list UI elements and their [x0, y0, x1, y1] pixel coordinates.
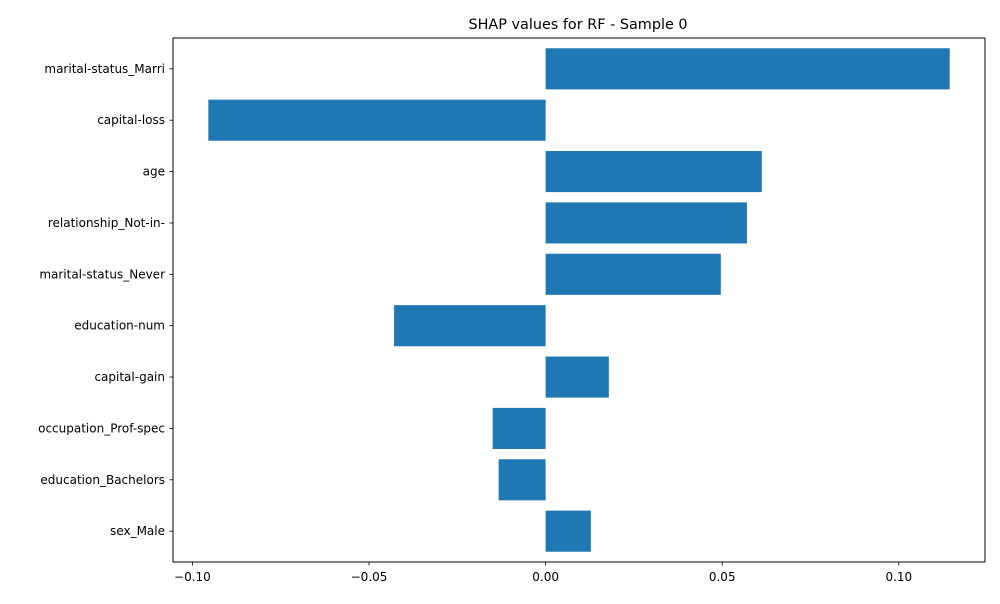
plot-frame [172, 37, 986, 563]
bar-capital-loss [208, 99, 546, 141]
x-tick-label: 0.05 [709, 570, 736, 584]
y-tick-label: sex_Male [110, 524, 165, 538]
x-axis-ticks: −0.10 −0.05 0.00 0.05 0.10 [174, 562, 912, 584]
bar-occupation_Prof-spec [492, 407, 546, 449]
y-tick-label: occupation_Prof-spec [38, 421, 165, 435]
y-tick-label: education-num [74, 319, 165, 333]
y-tick-label: relationship_Not-in- [48, 216, 165, 230]
y-axis-ticks: marital-status_Marri capital-loss age relat… [38, 62, 173, 538]
y-tick-label: capital-gain [94, 370, 165, 384]
x-tick-label: 0.10 [885, 570, 912, 584]
bar-marital-status_Never [545, 253, 721, 295]
bar-sex_Male [545, 510, 591, 552]
x-tick-label: −0.10 [174, 570, 211, 584]
bar-education-num [394, 305, 546, 347]
y-tick-label: education_Bachelors [40, 473, 165, 487]
y-tick-label: marital-status_Never [39, 267, 165, 281]
bar-education_Bachelors [498, 459, 546, 501]
bar-capital-gain [545, 356, 609, 398]
bar-marital-status_Marri [545, 48, 950, 90]
y-tick-label: capital-loss [97, 113, 165, 127]
y-tick-label: age [143, 165, 165, 179]
bars-layer [208, 48, 950, 552]
x-tick-label: 0.00 [532, 570, 559, 584]
bar-age [545, 151, 762, 193]
y-tick-label: marital-status_Marri [44, 62, 165, 76]
bar-relationship_Not-in- [545, 202, 747, 244]
chart-title: SHAP values for RF - Sample 0 [468, 17, 687, 33]
x-tick-label: −0.05 [351, 570, 388, 584]
